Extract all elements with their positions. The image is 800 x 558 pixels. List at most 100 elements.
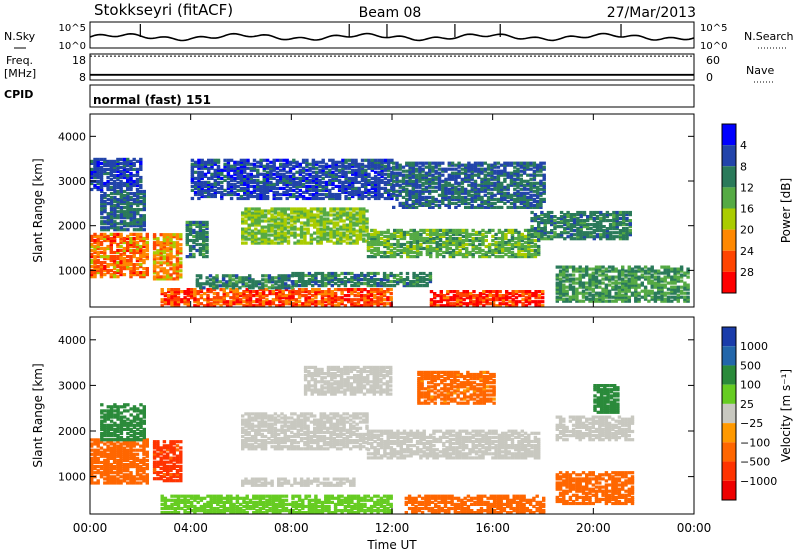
- heatmap-cell: [677, 276, 680, 279]
- heatmap-cell: [660, 272, 663, 275]
- heatmap-cell: [253, 179, 256, 182]
- heatmap-cell: [474, 162, 477, 165]
- heatmap-cell: [123, 194, 126, 197]
- heatmap-cell: [318, 175, 321, 178]
- heatmap-cell: [259, 173, 262, 176]
- heatmap-cell: [328, 179, 331, 182]
- noise-sky-line: [90, 34, 694, 41]
- heatmap-cell: [432, 247, 435, 250]
- heatmap-cell: [334, 292, 337, 295]
- heatmap-cell: [631, 292, 634, 295]
- heatmap-cell: [515, 296, 518, 299]
- heatmap-cell: [223, 193, 226, 196]
- heatmap-cell: [106, 255, 109, 258]
- heatmap-cell: [203, 298, 206, 301]
- heatmap-cell: [97, 251, 100, 254]
- heatmap-cell: [245, 282, 248, 285]
- heatmap-cell: [326, 217, 329, 220]
- heatmap-cell: [485, 245, 488, 248]
- heatmap-cell: [477, 184, 480, 187]
- heatmap-cell: [582, 268, 585, 271]
- heatmap-cell: [477, 162, 480, 165]
- heatmap-cell: [269, 165, 272, 168]
- heatmap-cell: [213, 292, 216, 295]
- heatmap-cell: [465, 243, 468, 246]
- heatmap-cell: [100, 255, 103, 258]
- heatmap-cell: [302, 183, 305, 186]
- heatmap-cell: [472, 253, 475, 256]
- heatmap-cell: [445, 229, 448, 232]
- heatmap-cell: [126, 255, 129, 258]
- heatmap-cell: [406, 276, 409, 279]
- heatmap-cell: [204, 195, 207, 198]
- heatmap-cell: [365, 226, 368, 229]
- heatmap-cell: [598, 266, 601, 269]
- heatmap-cell: [406, 241, 409, 244]
- heatmap-cell: [209, 282, 212, 285]
- heatmap-cell: [342, 207, 345, 210]
- heatmap-cell: [374, 175, 377, 178]
- heatmap-cell: [540, 211, 543, 214]
- heatmap-cell: [248, 207, 251, 210]
- heatmap-cell: [103, 233, 106, 236]
- heatmap-cell: [256, 165, 259, 168]
- heatmap-cell: [431, 162, 434, 165]
- heatmap-cell: [670, 276, 673, 279]
- heatmap-cell: [322, 177, 325, 180]
- heatmap-cell: [463, 302, 466, 305]
- heatmap-cell: [438, 194, 441, 197]
- heatmap-cell: [419, 272, 422, 275]
- heatmap-cell: [403, 243, 406, 246]
- heatmap-cell: [415, 190, 418, 193]
- heatmap-cell: [139, 271, 142, 274]
- heatmap-cell: [312, 185, 315, 188]
- heatmap-cell: [592, 288, 595, 291]
- heatmap-cell: [305, 185, 308, 188]
- heatmap-cell: [403, 247, 406, 250]
- heatmap-cell: [504, 247, 507, 250]
- heatmap-cell: [380, 231, 383, 234]
- heatmap-cell: [383, 231, 386, 234]
- heatmap-cell: [405, 174, 408, 177]
- heatmap-cell: [406, 245, 409, 248]
- heatmap-cell: [433, 292, 436, 295]
- heatmap-cell: [608, 284, 611, 287]
- heatmap-cell: [593, 217, 596, 220]
- heatmap-cell: [593, 211, 596, 214]
- heatmap-cell: [670, 300, 673, 303]
- heatmap-cell: [282, 159, 285, 162]
- heatmap-cell: [592, 294, 595, 297]
- heatmap-cell: [143, 228, 146, 231]
- heatmap-cell: [579, 292, 582, 295]
- heatmap-cell: [248, 232, 251, 235]
- nave-tick-bottom: 0: [706, 71, 713, 84]
- heatmap-cell: [177, 296, 180, 299]
- heatmap-cell: [295, 191, 298, 194]
- heatmap-cell: [562, 298, 565, 301]
- heatmap-cell: [337, 302, 340, 305]
- heatmap-cell: [608, 300, 611, 303]
- heatmap-cell: [295, 195, 298, 198]
- heatmap-cell: [593, 229, 596, 232]
- heatmap-cell: [428, 190, 431, 193]
- heatmap-cell: [492, 290, 495, 293]
- heatmap-cell: [279, 169, 282, 172]
- heatmap-cell: [419, 251, 422, 254]
- heatmap-cell: [276, 159, 279, 162]
- heatmap-cell: [163, 267, 166, 270]
- heatmap-cell: [310, 224, 313, 227]
- heatmap-cell: [136, 267, 139, 270]
- heatmap-cell: [495, 290, 498, 293]
- heatmap-cell: [387, 159, 390, 162]
- heatmap-cell: [573, 229, 576, 232]
- cpid-value: normal (fast) 151: [93, 93, 211, 107]
- heatmap-cell: [126, 222, 129, 225]
- heatmap-cell: [230, 165, 233, 168]
- heatmap-cell: [226, 300, 229, 303]
- heatmap-cell: [326, 238, 329, 241]
- heatmap-cell: [405, 180, 408, 183]
- heatmap-cell: [219, 288, 222, 291]
- heatmap-cell: [252, 290, 255, 293]
- heatmap-cell: [116, 210, 119, 213]
- heatmap-cell: [370, 272, 373, 275]
